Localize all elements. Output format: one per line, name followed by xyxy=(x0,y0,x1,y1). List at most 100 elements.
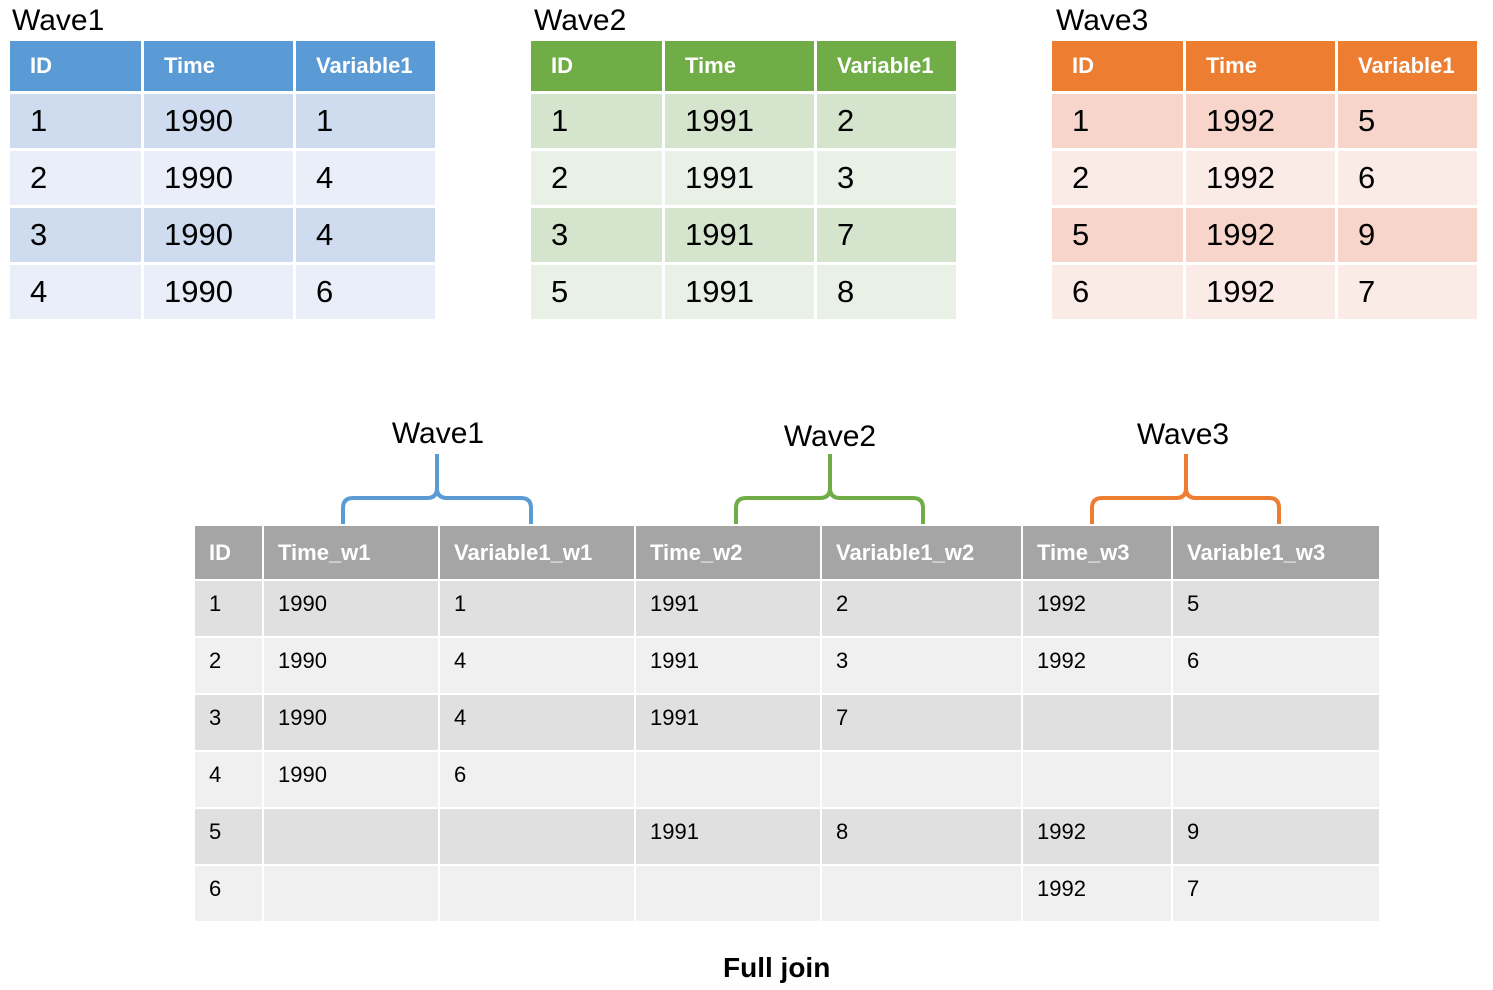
wave1-brace xyxy=(341,454,533,524)
cell-time: 1992 xyxy=(1186,151,1335,205)
cell-id: 2 xyxy=(10,151,141,205)
cell-variable1: 2 xyxy=(817,94,956,148)
wave1-title: Wave1 xyxy=(12,4,105,37)
wave3-title: Wave3 xyxy=(1056,4,1149,37)
cell-time-w3 xyxy=(1023,695,1171,750)
wave1-brace-label: Wave1 xyxy=(392,417,484,450)
table-row: 5 1991 8 xyxy=(531,265,956,319)
cell-variable1-w2 xyxy=(822,752,1021,807)
table-row: 5 1991 8 1992 9 xyxy=(195,809,1379,864)
cell-variable1-w3 xyxy=(1173,752,1379,807)
header-variable1-w2: Variable1_w2 xyxy=(822,526,1021,579)
cell-time-w3: 1992 xyxy=(1023,866,1171,921)
cell-id: 3 xyxy=(531,208,662,262)
cell-time: 1991 xyxy=(665,265,814,319)
cell-variable1-w1: 4 xyxy=(440,695,634,750)
cell-variable1: 3 xyxy=(817,151,956,205)
table-row: 4 1990 6 xyxy=(10,265,435,319)
cell-variable1-w2: 3 xyxy=(822,638,1021,693)
cell-time: 1991 xyxy=(665,151,814,205)
table-header-row: ID Time_w1 Variable1_w1 Time_w2 Variable… xyxy=(195,526,1379,579)
cell-time-w2 xyxy=(636,866,820,921)
cell-time-w2: 1991 xyxy=(636,581,820,636)
table-row: 2 1991 3 xyxy=(531,151,956,205)
table-row: 6 1992 7 xyxy=(1052,265,1477,319)
cell-variable1: 9 xyxy=(1338,208,1477,262)
header-variable1: Variable1 xyxy=(817,41,956,91)
header-time-w2: Time_w2 xyxy=(636,526,820,579)
cell-time-w3 xyxy=(1023,752,1171,807)
cell-time: 1992 xyxy=(1186,94,1335,148)
cell-time: 1991 xyxy=(665,94,814,148)
table-row: 3 1990 4 1991 7 xyxy=(195,695,1379,750)
wave3-brace xyxy=(1090,454,1281,524)
table-row: 3 1990 4 xyxy=(10,208,435,262)
table-row: 1 1990 1 xyxy=(10,94,435,148)
wave3-brace-label: Wave3 xyxy=(1137,418,1229,451)
table-row: 6 1992 7 xyxy=(195,866,1379,921)
table-header-row: ID Time Variable1 xyxy=(531,41,956,91)
table-row: 1 1992 5 xyxy=(1052,94,1477,148)
cell-time-w2: 1991 xyxy=(636,638,820,693)
cell-time: 1991 xyxy=(665,208,814,262)
cell-id: 1 xyxy=(531,94,662,148)
wave2-table: ID Time Variable1 1 1991 2 2 1991 3 3 19… xyxy=(528,38,959,322)
cell-id: 2 xyxy=(1052,151,1183,205)
cell-id: 2 xyxy=(531,151,662,205)
cell-time-w2: 1991 xyxy=(636,695,820,750)
table-row: 1 1990 1 1991 2 1992 5 xyxy=(195,581,1379,636)
cell-time-w1: 1990 xyxy=(264,581,438,636)
cell-variable1: 4 xyxy=(296,151,435,205)
header-id: ID xyxy=(531,41,662,91)
cell-id: 1 xyxy=(10,94,141,148)
cell-variable1-w2: 8 xyxy=(822,809,1021,864)
table-row: 2 1990 4 xyxy=(10,151,435,205)
cell-variable1: 1 xyxy=(296,94,435,148)
cell-id: 2 xyxy=(195,638,262,693)
wave2-brace-label: Wave2 xyxy=(784,420,876,453)
cell-id: 3 xyxy=(195,695,262,750)
cell-time-w3: 1992 xyxy=(1023,809,1171,864)
table-row: 3 1991 7 xyxy=(531,208,956,262)
full-join-caption: Full join xyxy=(723,952,831,983)
full-join-table: ID Time_w1 Variable1_w1 Time_w2 Variable… xyxy=(193,524,1381,923)
cell-variable1-w1: 6 xyxy=(440,752,634,807)
cell-id: 5 xyxy=(195,809,262,864)
cell-variable1-w3: 9 xyxy=(1173,809,1379,864)
cell-variable1-w3: 5 xyxy=(1173,581,1379,636)
cell-id: 6 xyxy=(195,866,262,921)
cell-variable1: 7 xyxy=(817,208,956,262)
table-header-row: ID Time Variable1 xyxy=(1052,41,1477,91)
table-row: 1 1991 2 xyxy=(531,94,956,148)
table-row: 5 1992 9 xyxy=(1052,208,1477,262)
cell-time-w3: 1992 xyxy=(1023,581,1171,636)
cell-time-w1: 1990 xyxy=(264,695,438,750)
cell-time-w2: 1991 xyxy=(636,809,820,864)
header-variable1-w1: Variable1_w1 xyxy=(440,526,634,579)
cell-time: 1990 xyxy=(144,94,293,148)
header-time: Time xyxy=(665,41,814,91)
cell-variable1: 4 xyxy=(296,208,435,262)
header-variable1: Variable1 xyxy=(296,41,435,91)
cell-variable1: 6 xyxy=(1338,151,1477,205)
cell-time-w1 xyxy=(264,809,438,864)
cell-time-w1 xyxy=(264,866,438,921)
cell-time: 1992 xyxy=(1186,265,1335,319)
header-variable1-w3: Variable1_w3 xyxy=(1173,526,1379,579)
cell-id: 1 xyxy=(1052,94,1183,148)
cell-id: 3 xyxy=(10,208,141,262)
header-time: Time xyxy=(144,41,293,91)
header-time-w1: Time_w1 xyxy=(264,526,438,579)
cell-variable1-w1: 4 xyxy=(440,638,634,693)
header-variable1: Variable1 xyxy=(1338,41,1477,91)
cell-variable1: 5 xyxy=(1338,94,1477,148)
cell-variable1: 6 xyxy=(296,265,435,319)
cell-time-w2 xyxy=(636,752,820,807)
wave2-title: Wave2 xyxy=(534,4,627,37)
cell-variable1-w1: 1 xyxy=(440,581,634,636)
cell-id: 6 xyxy=(1052,265,1183,319)
cell-id: 4 xyxy=(10,265,141,319)
wave1-table: ID Time Variable1 1 1990 1 2 1990 4 3 19… xyxy=(7,38,438,322)
header-id: ID xyxy=(1052,41,1183,91)
